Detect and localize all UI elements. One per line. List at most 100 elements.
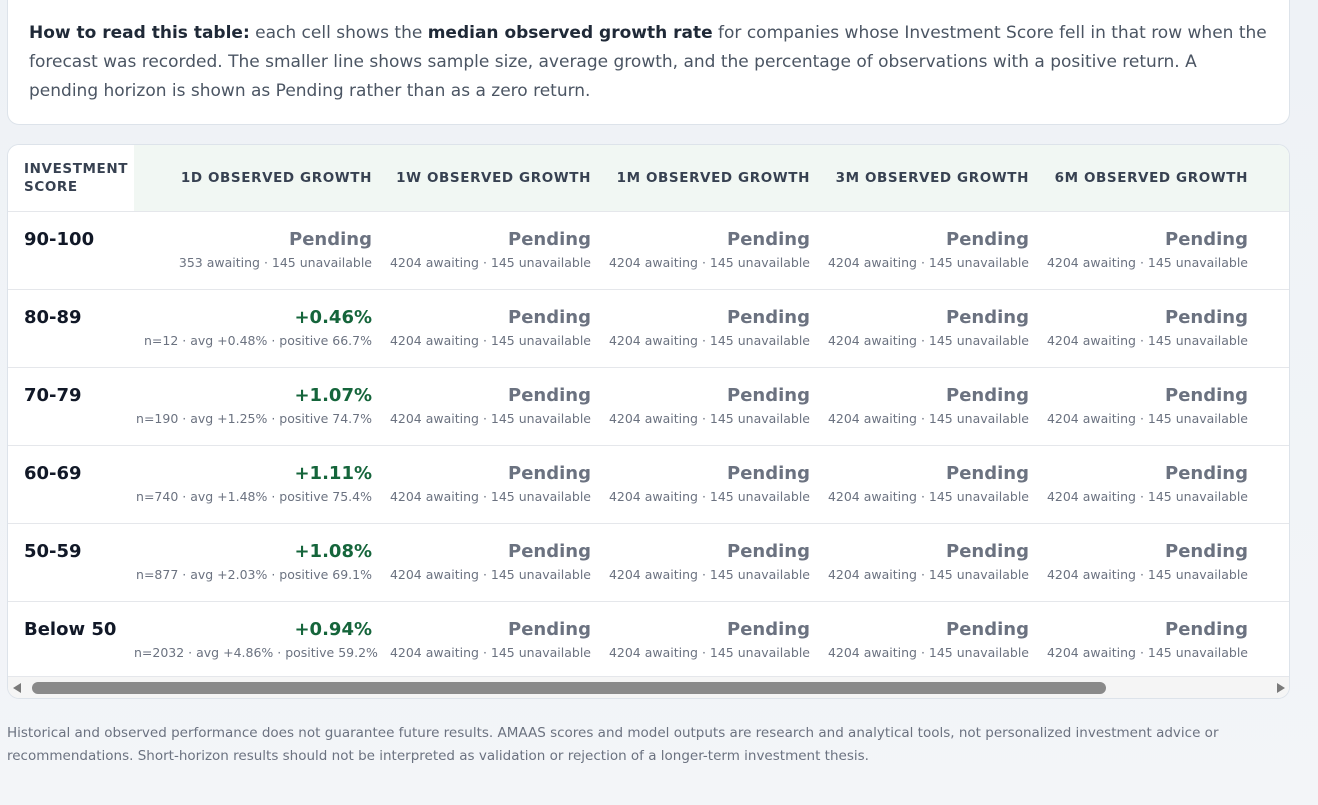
cell-detail: 4204 awaiting · 145 unavailable <box>389 488 591 504</box>
cell-detail: 4204 awaiting · 145 unavailable <box>1262 411 1289 427</box>
table-row: 80-89 +0.46% n=12 · avg +0.48% · positive … <box>8 289 1289 368</box>
growth-cell: Pending 4204 awaiting · 145 unavailable <box>386 211 605 290</box>
pending-value: Pending <box>508 462 591 484</box>
pending-value: Pending <box>946 228 1029 250</box>
pending-value: Pending <box>508 306 591 328</box>
cell-detail: 4204 awaiting · 145 unavailable <box>827 488 1029 504</box>
median-growth-value: +1.07% <box>294 384 372 406</box>
table-row: 60-69 +1.11% n=740 · avg +1.48% · positive… <box>8 445 1289 524</box>
cell-detail: 4204 awaiting · 145 unavailable <box>389 332 591 348</box>
cell-detail: n=12 · avg +0.48% · positive 66.7% <box>143 332 372 348</box>
pending-value: Pending <box>946 462 1029 484</box>
growth-table-viewport: Investment Score 1D Observed Growth 1W Obs… <box>8 145 1289 678</box>
header-growth-column: 1M Observed Growth <box>605 145 824 212</box>
growth-cell: +1.11% n=740 · avg +1.48% · positive 75.4… <box>134 445 386 524</box>
growth-cell: Pending 4204 awaiting · 145 unavailable <box>1043 601 1262 678</box>
header-growth-column: 1D Observed Growth <box>134 145 386 212</box>
score-range-label: 90-100 <box>8 211 134 290</box>
pending-value: Pending <box>1165 384 1248 406</box>
cell-detail: 4204 awaiting · 145 unavailable <box>1262 567 1289 583</box>
growth-cell: Pending 4204 awaiting · 145 unavailable <box>605 367 824 446</box>
cell-detail: 4204 awaiting · 145 unavailable <box>1262 645 1289 661</box>
growth-cell: +0.46% n=12 · avg +0.48% · positive 66.7% <box>134 289 386 368</box>
pending-value: Pending <box>946 306 1029 328</box>
pending-value: Pending <box>508 618 591 640</box>
pending-value: Pending <box>727 618 810 640</box>
growth-cell: Pending 4204 awaiting · 145 unavailable <box>824 367 1043 446</box>
pending-value: Pending <box>1262 368 1289 407</box>
cell-detail: 4204 awaiting · 145 unavailable <box>1046 566 1248 582</box>
growth-cell: Pending 4204 awaiting · 145 unavailable <box>1262 523 1289 602</box>
growth-table-container: Investment Score 1D Observed Growth 1W Obs… <box>7 144 1290 699</box>
pending-value: Pending <box>1262 446 1289 485</box>
growth-cell: Pending 4204 awaiting · 145 unavailable <box>824 289 1043 368</box>
scroll-right-arrow-icon[interactable] <box>1277 683 1285 693</box>
cell-detail: 4204 awaiting · 145 unavailable <box>1046 644 1248 660</box>
growth-cell: Pending 4204 awaiting · 145 unavailable <box>386 523 605 602</box>
pending-value: Pending <box>946 540 1029 562</box>
growth-cell: Pending 4204 awaiting · 145 unavailable <box>1262 289 1289 368</box>
growth-cell: Pending 4204 awaiting · 145 unavailable <box>386 445 605 524</box>
cell-detail: 4204 awaiting · 145 unavailable <box>1046 488 1248 504</box>
growth-cell: Pending 4204 awaiting · 145 unavailable <box>1043 445 1262 524</box>
growth-cell: Pending 4204 awaiting · 145 unavailable <box>824 601 1043 678</box>
growth-cell: Pending 4204 awaiting · 145 unavailable <box>1043 211 1262 290</box>
cell-detail: n=740 · avg +1.48% · positive 75.4% <box>136 488 372 504</box>
pending-value: Pending <box>727 384 810 406</box>
growth-cell: Pending 4204 awaiting · 145 unavailable <box>1262 367 1289 446</box>
pending-value: Pending <box>946 618 1029 640</box>
growth-cell: Pending 4204 awaiting · 145 unavailable <box>824 445 1043 524</box>
growth-cell: Pending 4204 awaiting · 145 unavailable <box>1262 211 1289 290</box>
score-range-label: 50-59 <box>8 523 134 602</box>
cell-detail: 4204 awaiting · 145 unavailable <box>827 566 1029 582</box>
table-row: Below 50 +0.94% n=2032 · avg +4.86% · posi… <box>8 601 1289 678</box>
scroll-left-arrow-icon[interactable] <box>13 683 21 693</box>
cell-detail: 4204 awaiting · 145 unavailable <box>608 488 810 504</box>
growth-cell: Pending 4204 awaiting · 145 unavailable <box>386 367 605 446</box>
median-growth-value: +0.46% <box>294 306 372 328</box>
growth-cell: Pending 4204 awaiting · 145 unavailable <box>605 289 824 368</box>
horizontal-scrollbar[interactable] <box>8 676 1289 698</box>
pending-value: Pending <box>727 306 810 328</box>
growth-cell: Pending 4204 awaiting · 145 unavailable <box>824 523 1043 602</box>
growth-cell: Pending 4204 awaiting · 145 unavailable <box>386 289 605 368</box>
cell-detail: 4204 awaiting · 145 unavailable <box>827 254 1029 270</box>
cell-detail: 4204 awaiting · 145 unavailable <box>608 254 810 270</box>
table-row: 50-59 +1.08% n=877 · avg +2.03% · positive… <box>8 523 1289 602</box>
pending-value: Pending <box>1165 228 1248 250</box>
header-growth-column: 1Y Observed Growth <box>1262 145 1289 212</box>
table-help-text: How to read this table: each cell shows … <box>29 19 1269 106</box>
growth-cell: Pending 4204 awaiting · 145 unavailable <box>1043 367 1262 446</box>
growth-cell: +1.08% n=877 · avg +2.03% · positive 69.1… <box>134 523 386 602</box>
cell-detail: 4204 awaiting · 145 unavailable <box>389 410 591 426</box>
header-investment-score: Investment Score <box>8 145 134 212</box>
growth-cell: Pending 4204 awaiting · 145 unavailable <box>386 601 605 678</box>
cell-detail: 4204 awaiting · 145 unavailable <box>608 410 810 426</box>
cell-detail: 4204 awaiting · 145 unavailable <box>1046 332 1248 348</box>
pending-value: Pending <box>1165 462 1248 484</box>
cell-detail: n=190 · avg +1.25% · positive 74.7% <box>136 410 372 426</box>
growth-cell: +1.07% n=190 · avg +1.25% · positive 74.7… <box>134 367 386 446</box>
growth-cell: Pending 4204 awaiting · 145 unavailable <box>1262 445 1289 524</box>
pending-value: Pending <box>727 462 810 484</box>
growth-cell: Pending 4204 awaiting · 145 unavailable <box>605 523 824 602</box>
table-row: 70-79 +1.07% n=190 · avg +1.25% · positive… <box>8 367 1289 446</box>
scrollbar-thumb[interactable] <box>32 682 1106 694</box>
cell-detail: 4204 awaiting · 145 unavailable <box>608 644 810 660</box>
cell-detail: 4204 awaiting · 145 unavailable <box>1262 333 1289 349</box>
cell-detail: 4204 awaiting · 145 unavailable <box>389 254 591 270</box>
pending-value: Pending <box>508 384 591 406</box>
pending-value: Pending <box>727 540 810 562</box>
header-growth-column: 1W Observed Growth <box>386 145 605 212</box>
growth-cell: Pending 4204 awaiting · 145 unavailable <box>1043 523 1262 602</box>
median-growth-value: +0.94% <box>294 618 372 640</box>
growth-cell: Pending 4204 awaiting · 145 unavailable <box>1262 601 1289 678</box>
cell-detail: 4204 awaiting · 145 unavailable <box>827 644 1029 660</box>
pending-value: Pending <box>727 228 810 250</box>
pending-value: Pending <box>946 384 1029 406</box>
pending-value: Pending <box>1262 290 1289 329</box>
cell-detail: 4204 awaiting · 145 unavailable <box>1046 254 1248 270</box>
pending-value: Pending <box>1262 524 1289 563</box>
cell-detail: 4204 awaiting · 145 unavailable <box>1046 410 1248 426</box>
growth-cell: Pending 4204 awaiting · 145 unavailable <box>605 445 824 524</box>
